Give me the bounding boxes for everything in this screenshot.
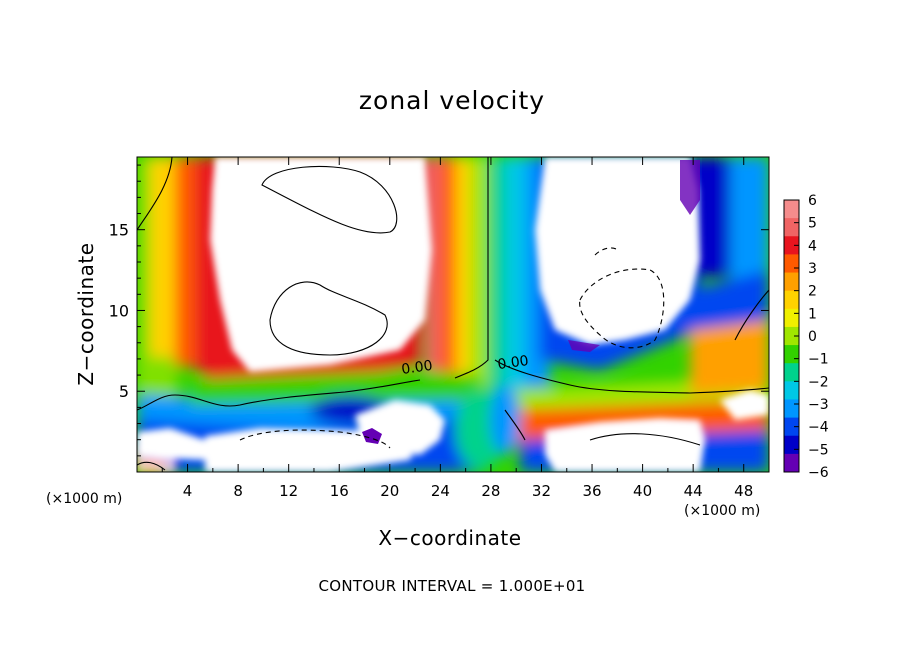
contour-label: 0.00: [497, 353, 530, 373]
x-tick-label: 12: [279, 482, 298, 500]
contour-zero-line: [137, 157, 173, 231]
colorbar-swatch: [784, 200, 799, 219]
plot-frame: [136, 156, 770, 473]
colorbar-swatch: [784, 453, 799, 473]
colorbar-swatch: [784, 254, 799, 274]
x-tick-label: 16: [330, 482, 349, 500]
colorbar-swatch: [784, 417, 799, 437]
colorbar-tick-label: 2: [808, 284, 817, 300]
colorbar-tick-label: 3: [808, 261, 817, 277]
x-tick-label: 32: [532, 482, 551, 500]
colorbar-swatch: [784, 290, 799, 310]
y-axis: 5 10 15: [109, 164, 769, 457]
velocity-field: [137, 157, 769, 472]
contour-zero-line: [454, 157, 489, 379]
colorbar-tick-label: 0: [808, 329, 817, 345]
colorbar-tick-label: −6: [808, 465, 829, 481]
colorbar-swatch: [784, 272, 799, 292]
contour-label: 0.00: [401, 358, 434, 378]
contour-labels: 0.00 0.00: [401, 353, 530, 378]
x-tick-label: 40: [633, 482, 652, 500]
x-tick-label: 48: [734, 482, 753, 500]
contour-zero-line: [261, 165, 398, 234]
contour-interval-note: CONTOUR INTERVAL = 1.000E+01: [318, 577, 586, 595]
colorbar-tick-label: 4: [808, 238, 817, 254]
x-axis-label: X−coordinate: [378, 526, 522, 550]
colorbar-tick-label: −1: [808, 352, 829, 368]
colorbar-swatch: [784, 345, 799, 364]
colorbar-swatch: [784, 236, 799, 255]
contour-zero-line: [137, 379, 421, 411]
contour-zero-line: [734, 289, 769, 341]
chart-title: zonal velocity: [358, 86, 546, 115]
contour-zero-line: [269, 281, 388, 356]
colorbar-tick-label: −2: [808, 374, 829, 390]
colorbar-swatch: [784, 399, 799, 419]
colorbar-tick-label: 1: [808, 306, 817, 322]
y-axis-label: Z−coordinate: [74, 242, 98, 386]
colorbar-tick-label: 6: [808, 193, 817, 209]
y-tick-label: 10: [109, 301, 129, 320]
x-tick-label: 8: [233, 482, 243, 500]
colorbar-swatch: [784, 218, 799, 237]
colorbar-tick-label: 5: [808, 216, 817, 232]
colorbar-tick-label: −3: [808, 397, 829, 413]
contour-negative-line: [594, 247, 619, 256]
x-tick-label: 28: [481, 482, 500, 500]
contour-negative-line: [579, 268, 665, 349]
colorbar: 6 5 4 3 2 1 0 −1 −2 −3 −4 −5 −6: [783, 193, 829, 481]
x-tick-label: 4: [183, 482, 193, 500]
x-axis: 4 8 12 16 20 24 28 32 36 40 44 48: [161, 157, 753, 500]
contour-lines: [137, 157, 769, 471]
contour-zero-line: [589, 433, 701, 446]
colorbar-swatch: [784, 363, 799, 382]
x-unit-label-right: (×1000 m): [684, 503, 761, 519]
contour-negative-line: [239, 429, 391, 449]
x-tick-label: 36: [582, 482, 601, 500]
contour-zero-line: [504, 409, 526, 441]
colorbar-tick-label: −5: [808, 442, 829, 458]
colorbar-swatch: [784, 435, 799, 455]
colorbar-swatch: [784, 381, 799, 400]
y-tick-label: 5: [119, 382, 129, 401]
colorbar-tick-label: −4: [808, 420, 829, 436]
x-tick-label: 20: [380, 482, 399, 500]
colorbar-swatch: [784, 326, 799, 346]
y-tick-label: 15: [109, 221, 129, 240]
contour-zero-line: [494, 359, 769, 394]
x-tick-label: 24: [431, 482, 450, 500]
x-tick-label: 44: [684, 482, 703, 500]
colorbar-swatch: [784, 308, 799, 328]
x-unit-label-left: (×1000 m): [46, 491, 123, 507]
